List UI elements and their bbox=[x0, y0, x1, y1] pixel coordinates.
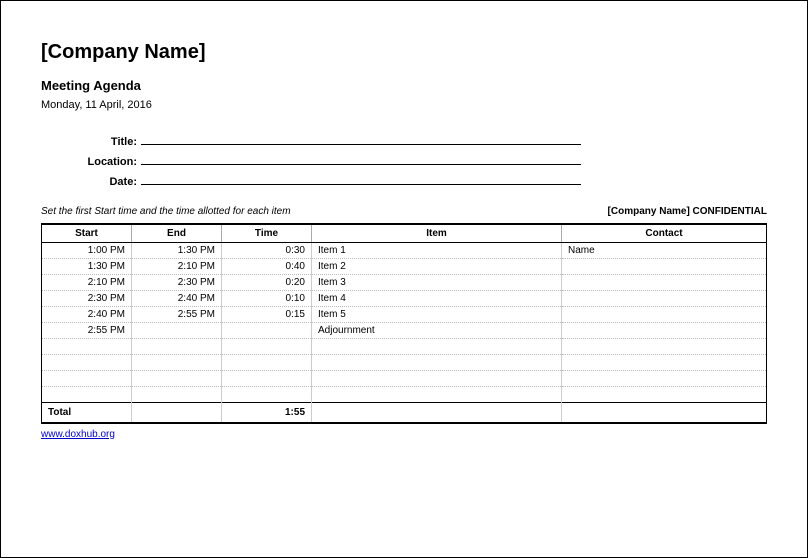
table-cell[interactable] bbox=[222, 355, 312, 371]
table-cell[interactable]: 1:30 PM bbox=[42, 259, 132, 275]
table-cell[interactable] bbox=[562, 387, 767, 403]
table-cell[interactable]: 2:40 PM bbox=[42, 307, 132, 323]
table-row bbox=[42, 387, 767, 403]
table-cell[interactable]: 0:10 bbox=[222, 291, 312, 307]
col-end: End bbox=[132, 224, 222, 243]
table-row: 1:00 PM1:30 PM0:30Item 1Name bbox=[42, 243, 767, 259]
total-contact bbox=[562, 403, 767, 423]
title-input-line[interactable] bbox=[141, 131, 581, 145]
date-label: Date: bbox=[41, 176, 141, 188]
date-input-line[interactable] bbox=[141, 171, 581, 185]
table-cell[interactable] bbox=[132, 371, 222, 387]
table-cell[interactable] bbox=[132, 355, 222, 371]
table-cell[interactable]: 0:15 bbox=[222, 307, 312, 323]
field-row-date: Date: bbox=[41, 171, 767, 188]
confidential-text: [Company Name] CONFIDENTIAL bbox=[608, 206, 767, 217]
table-cell[interactable] bbox=[222, 339, 312, 355]
table-cell[interactable] bbox=[222, 323, 312, 339]
table-cell[interactable] bbox=[562, 291, 767, 307]
table-cell[interactable] bbox=[42, 355, 132, 371]
table-row bbox=[42, 355, 767, 371]
col-item: Item bbox=[312, 224, 562, 243]
title-label: Title: bbox=[41, 136, 141, 148]
table-cell[interactable]: Name bbox=[562, 243, 767, 259]
table-header-row: Start End Time Item Contact bbox=[42, 224, 767, 243]
table-cell[interactable] bbox=[42, 339, 132, 355]
instruction-row: Set the first Start time and the time al… bbox=[41, 206, 767, 217]
col-contact: Contact bbox=[562, 224, 767, 243]
document-date: Monday, 11 April, 2016 bbox=[41, 99, 767, 111]
table-cell[interactable]: 2:55 PM bbox=[42, 323, 132, 339]
table-cell[interactable] bbox=[222, 371, 312, 387]
table-row: 2:40 PM2:55 PM0:15Item 5 bbox=[42, 307, 767, 323]
table-cell[interactable] bbox=[312, 339, 562, 355]
footer-link[interactable]: www.doxhub.org bbox=[41, 429, 115, 440]
meeting-agenda-title: Meeting Agenda bbox=[41, 78, 767, 93]
col-time: Time bbox=[222, 224, 312, 243]
table-cell[interactable]: 2:30 PM bbox=[132, 275, 222, 291]
table-cell[interactable] bbox=[42, 371, 132, 387]
table-cell[interactable] bbox=[562, 339, 767, 355]
table-cell[interactable] bbox=[562, 355, 767, 371]
table-row bbox=[42, 371, 767, 387]
table-cell[interactable]: 2:40 PM bbox=[132, 291, 222, 307]
table-cell[interactable] bbox=[132, 323, 222, 339]
table-cell[interactable] bbox=[132, 387, 222, 403]
table-cell[interactable]: 0:30 bbox=[222, 243, 312, 259]
table-cell[interactable] bbox=[562, 259, 767, 275]
table-cell[interactable] bbox=[312, 387, 562, 403]
table-cell[interactable] bbox=[132, 339, 222, 355]
total-item bbox=[312, 403, 562, 423]
table-cell[interactable] bbox=[312, 371, 562, 387]
company-name: [Company Name] bbox=[41, 41, 767, 64]
col-start: Start bbox=[42, 224, 132, 243]
total-row: Total 1:55 bbox=[42, 403, 767, 423]
table-cell[interactable] bbox=[562, 371, 767, 387]
table-row bbox=[42, 339, 767, 355]
table-cell[interactable]: 2:10 PM bbox=[42, 275, 132, 291]
table-row: 2:30 PM2:40 PM0:10Item 4 bbox=[42, 291, 767, 307]
table-cell[interactable] bbox=[562, 307, 767, 323]
table-cell[interactable]: 0:40 bbox=[222, 259, 312, 275]
table-cell[interactable]: Item 2 bbox=[312, 259, 562, 275]
total-label: Total bbox=[42, 403, 132, 423]
table-cell[interactable]: 0:20 bbox=[222, 275, 312, 291]
location-input-line[interactable] bbox=[141, 151, 581, 165]
table-row: 2:10 PM2:30 PM0:20Item 3 bbox=[42, 275, 767, 291]
table-cell[interactable]: Item 4 bbox=[312, 291, 562, 307]
table-cell[interactable]: Item 1 bbox=[312, 243, 562, 259]
table-row: 1:30 PM2:10 PM0:40Item 2 bbox=[42, 259, 767, 275]
field-row-location: Location: bbox=[41, 151, 767, 168]
instruction-text: Set the first Start time and the time al… bbox=[41, 206, 291, 217]
table-cell[interactable]: 1:00 PM bbox=[42, 243, 132, 259]
table-row: 2:55 PM Adjournment bbox=[42, 323, 767, 339]
total-time: 1:55 bbox=[222, 403, 312, 423]
field-row-title: Title: bbox=[41, 131, 767, 148]
table-cell[interactable]: Adjournment bbox=[312, 323, 562, 339]
total-end bbox=[132, 403, 222, 423]
document-page: [Company Name] Meeting Agenda Monday, 11… bbox=[0, 0, 808, 558]
table-cell[interactable]: 1:30 PM bbox=[132, 243, 222, 259]
table-cell[interactable] bbox=[42, 387, 132, 403]
location-label: Location: bbox=[41, 156, 141, 168]
table-cell[interactable] bbox=[222, 387, 312, 403]
table-cell[interactable]: 2:10 PM bbox=[132, 259, 222, 275]
table-cell[interactable]: 2:30 PM bbox=[42, 291, 132, 307]
agenda-table: Start End Time Item Contact 1:00 PM1:30 … bbox=[41, 223, 767, 424]
table-cell[interactable]: Item 5 bbox=[312, 307, 562, 323]
table-cell[interactable]: 2:55 PM bbox=[132, 307, 222, 323]
table-cell[interactable]: Item 3 bbox=[312, 275, 562, 291]
table-cell[interactable] bbox=[562, 323, 767, 339]
table-cell[interactable] bbox=[562, 275, 767, 291]
table-cell[interactable] bbox=[312, 355, 562, 371]
